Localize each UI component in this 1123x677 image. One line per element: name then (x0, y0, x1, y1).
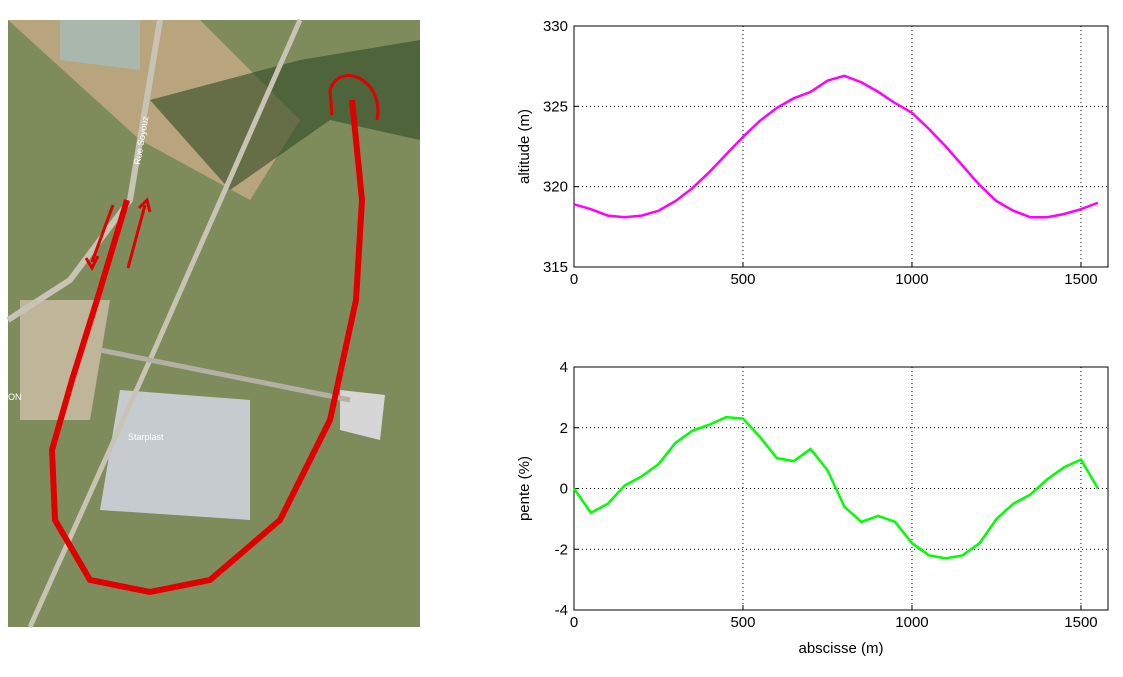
map-label: ON (8, 392, 22, 402)
y-tick-label: -4 (555, 602, 568, 619)
plot-area (574, 26, 1108, 267)
y-tick-label: 315 (543, 259, 568, 276)
arrow (84, 255, 100, 272)
y-axis-label: altitude (m) (516, 109, 533, 184)
x-tick-label: 0 (570, 614, 578, 631)
x-tick-label: 500 (730, 614, 755, 631)
forest (150, 40, 420, 190)
x-tick-label: 0 (570, 271, 578, 288)
route (48, 99, 366, 596)
arrow (90, 204, 115, 263)
map-label: Starplast (128, 432, 164, 442)
arrow (126, 204, 147, 269)
data-line (573, 74, 1099, 219)
y-tick-label: 4 (560, 359, 568, 376)
y-tick-label: 0 (560, 481, 568, 498)
arrow (328, 74, 380, 121)
road (99, 347, 351, 403)
y-axis-label: pente (%) (516, 456, 533, 521)
y-tick-label: 325 (543, 98, 568, 115)
y-tick-label: 330 (543, 18, 568, 35)
y-tick-label: 2 (560, 420, 568, 437)
x-tick-label: 1500 (1064, 614, 1097, 631)
x-tick-label: 1500 (1064, 271, 1097, 288)
building (340, 390, 385, 440)
x-axis-label: abscisse (m) (798, 640, 883, 657)
y-tick-label: -2 (555, 541, 568, 558)
building (60, 20, 140, 70)
y-tick-label: 320 (543, 179, 568, 196)
x-tick-label: 1000 (895, 614, 928, 631)
axes-box (573, 25, 1109, 268)
map: Rue Soyouz Starplast ON (6, 18, 420, 629)
building (100, 390, 250, 520)
x-tick-label: 500 (730, 271, 755, 288)
arrow (137, 197, 152, 213)
data-line (572, 415, 1099, 560)
x-tick-label: 1000 (895, 271, 928, 288)
